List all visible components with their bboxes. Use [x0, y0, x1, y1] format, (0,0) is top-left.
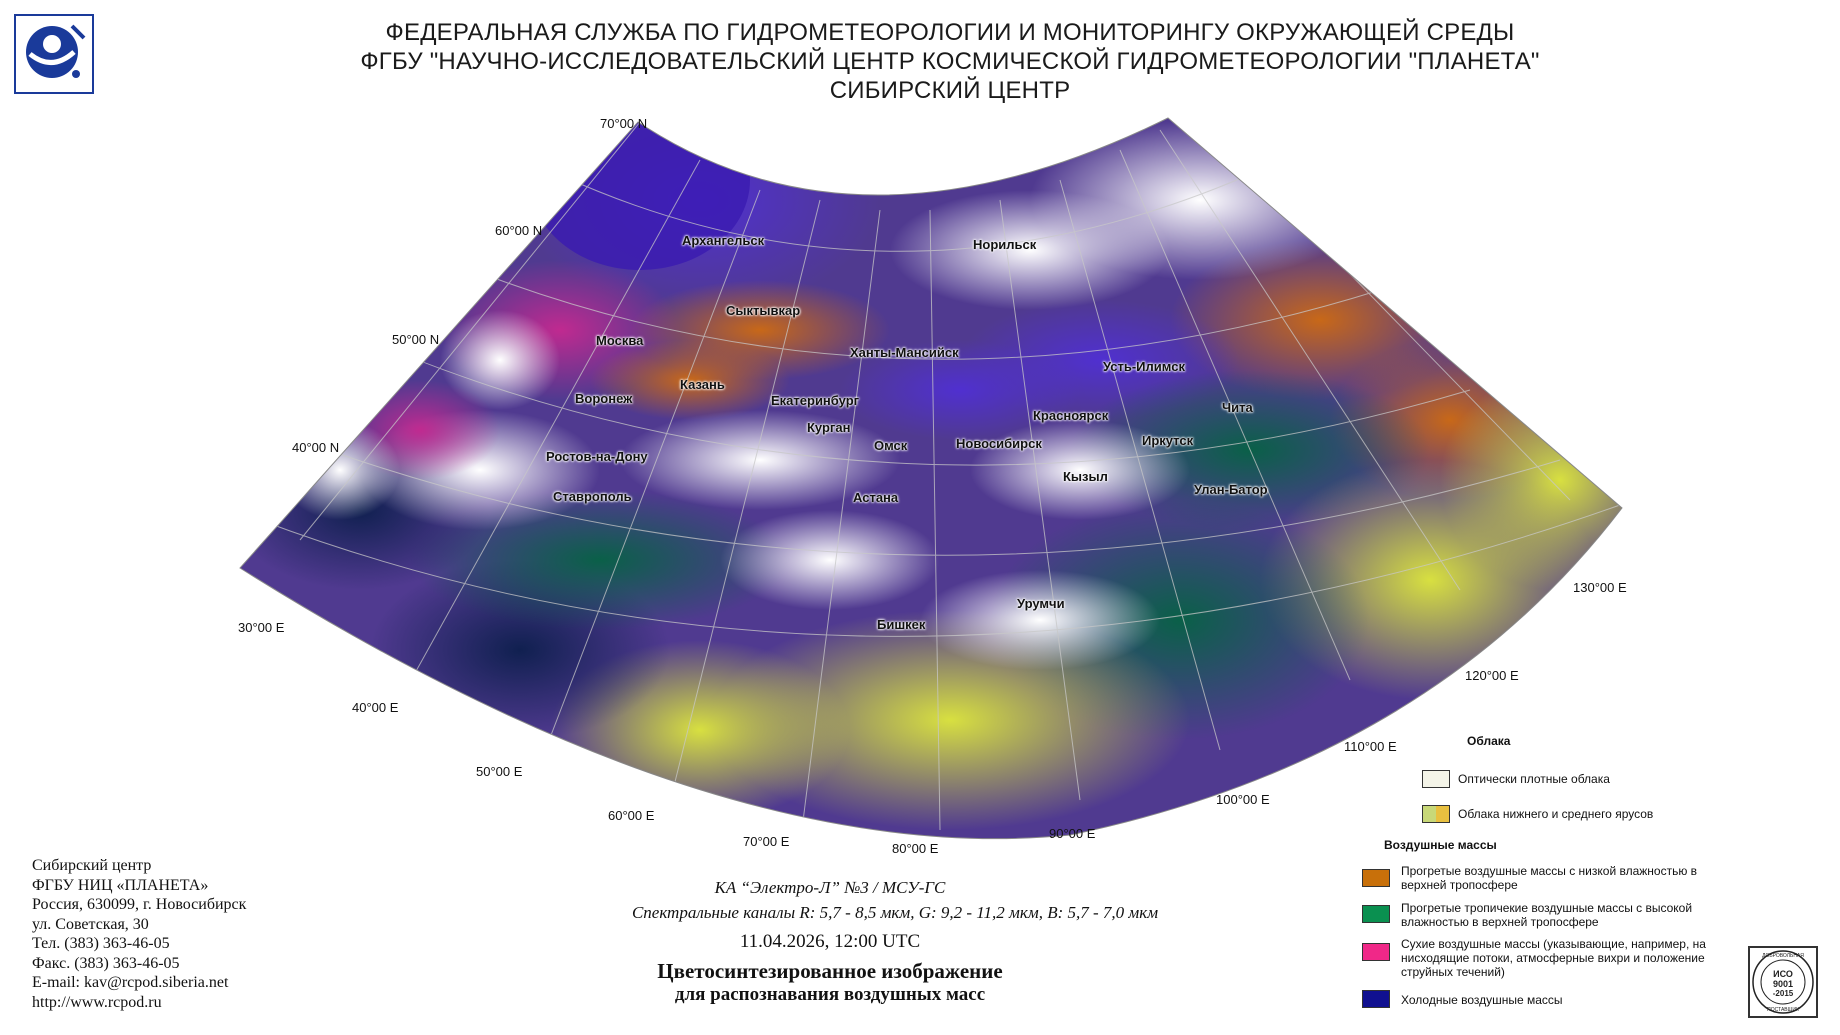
city-syktyvkar: Сыктывкар: [726, 303, 801, 318]
city-urumqi: Урумчи: [1017, 596, 1065, 611]
city-arkhangelsk: Архангельск: [682, 233, 765, 248]
lat-label-40: 40°00 N: [292, 440, 340, 455]
lon-label-70: 70°00 E: [743, 834, 790, 849]
iso-bottom-text: ПОСТАВЩИК: [1767, 1007, 1799, 1013]
caption-satellite: КА “Электро-Л” №3 / МСУ-ГС: [714, 878, 946, 897]
iso-line-1: ИСО: [1773, 969, 1793, 979]
legend-warm-dry: Прогретые воздушные массы с низкой влажн…: [1401, 864, 1698, 892]
header-line-1: ФЕДЕРАЛЬНАЯ СЛУЖБА ПО ГИДРОМЕТЕОРОЛОГИИ …: [385, 19, 1515, 46]
caption-datetime: 11.04.2026, 12:00 UTC: [739, 931, 921, 952]
legend-swatch-dry: [1362, 943, 1390, 961]
address-line: Факс. (383) 363-46-05: [32, 954, 180, 972]
lon-label-90: 90°00 E: [1049, 826, 1096, 841]
address-line: ул. Советская, 30: [32, 915, 149, 933]
legend-swatch-cold: [1362, 990, 1390, 1008]
lon-label-100: 100°00 E: [1216, 792, 1270, 807]
city-kyzyl: Кызыл: [1063, 469, 1108, 484]
legend-clouds-title: Облака: [1467, 734, 1511, 748]
lon-label-40: 40°00 E: [352, 700, 399, 715]
legend-cold: Холодные воздушные массы: [1401, 993, 1563, 1007]
address-line: ФГБУ НИЦ «ПЛАНЕТА»: [32, 876, 209, 894]
website-link[interactable]: http://www.rcpod.ru: [32, 993, 162, 1011]
legend-tropical: Прогретые тропичекие воздушные массы с в…: [1401, 901, 1693, 929]
address-line: Тел. (383) 363-46-05: [32, 935, 170, 952]
iso-line-3: -2015: [1773, 989, 1794, 998]
city-omsk: Омск: [874, 438, 908, 453]
email-link[interactable]: E-mail: kav@rcpod.siberia.net: [32, 974, 229, 991]
caption-channels: Спектральные каналы R: 5,7 - 8,5 мкм, G:…: [631, 903, 1159, 922]
caption-title-line-2: для распознавания воздушных масс: [674, 984, 986, 1005]
city-irkutsk: Иркутск: [1142, 433, 1194, 448]
header-line-2: ФГБУ "НАУЧНО-ИССЛЕДОВАТЕЛЬСКИЙ ЦЕНТР КОС…: [360, 48, 1540, 75]
iso-certificate-badge: ДОБРОВОЛЬНАЯ ИСО 9001 -2015 ПОСТАВЩИК: [1748, 946, 1818, 1018]
lon-label-60: 60°00 E: [608, 808, 655, 823]
header-line-3: СИБИРСКИЙ ЦЕНТР: [829, 77, 1071, 104]
lon-label-50: 50°00 E: [476, 764, 523, 779]
city-moscow: Москва: [596, 333, 644, 348]
city-khanty-mansiysk: Ханты-Мансийск: [850, 345, 959, 360]
lat-label-50: 50°00 N: [392, 332, 440, 347]
iso-top-text: ДОБРОВОЛЬНАЯ: [1762, 953, 1804, 959]
address-line: Сибирский центр: [32, 857, 152, 874]
lon-label-80: 80°00 E: [892, 841, 939, 856]
city-rostov-on-don: Ростов-на-Дону: [546, 449, 648, 464]
city-chita: Чита: [1222, 400, 1253, 415]
lat-label-60: 60°00 N: [495, 223, 543, 238]
city-voronezh: Воронеж: [575, 391, 633, 406]
city-ulaanbaatar: Улан-Батор: [1194, 482, 1268, 497]
caption-title-line-1: Цветосинтезированное изображение: [657, 959, 1003, 983]
legend-swatch-warm-dry: [1362, 869, 1390, 887]
legend-air-title: Воздушные массы: [1384, 838, 1497, 852]
lon-label-30: 30°00 E: [238, 620, 285, 635]
legend-swatch-tropical: [1362, 905, 1390, 923]
address-block: Сибирский центр ФГБУ НИЦ «ПЛАНЕТА» Росси…: [32, 856, 246, 1012]
city-ust-ilimsk: Усть-Илимск: [1103, 359, 1185, 374]
address-line: Россия, 630099, г. Новосибирск: [32, 896, 247, 913]
legend-swatch-dense-clouds: [1422, 770, 1450, 788]
city-stavropol: Ставрополь: [553, 489, 632, 504]
lat-label-70: 70°00 N: [600, 116, 648, 131]
city-yekaterinburg: Екатеринбург: [771, 393, 860, 408]
lon-label-110: 110°00 E: [1344, 739, 1397, 754]
lon-label-130: 130°00 E: [1573, 580, 1627, 595]
city-bishkek: Бишкек: [877, 617, 926, 632]
city-krasnoyarsk: Красноярск: [1033, 408, 1109, 423]
city-norilsk: Норильск: [973, 237, 1037, 252]
header: ФЕДЕРАЛЬНАЯ СЛУЖБА ПО ГИДРОМЕТЕОРОЛОГИИ …: [160, 18, 1740, 105]
legend-low-clouds: Облака нижнего и среднего ярусов: [1458, 807, 1654, 821]
legend-dry: Сухие воздушные массы (указывающие, напр…: [1401, 937, 1706, 979]
city-novosibirsk: Новосибирск: [956, 436, 1042, 451]
iso-line-2: 9001: [1773, 979, 1793, 989]
city-kazan: Казань: [680, 377, 725, 392]
city-astana: Астана: [853, 490, 899, 505]
legend-swatch-low-clouds: [1422, 805, 1450, 823]
city-kurgan: Курган: [807, 420, 851, 435]
legend-dense-clouds: Оптически плотные облака: [1458, 772, 1610, 786]
lon-label-120: 120°00 E: [1465, 668, 1519, 683]
planeta-logo: [14, 14, 94, 94]
